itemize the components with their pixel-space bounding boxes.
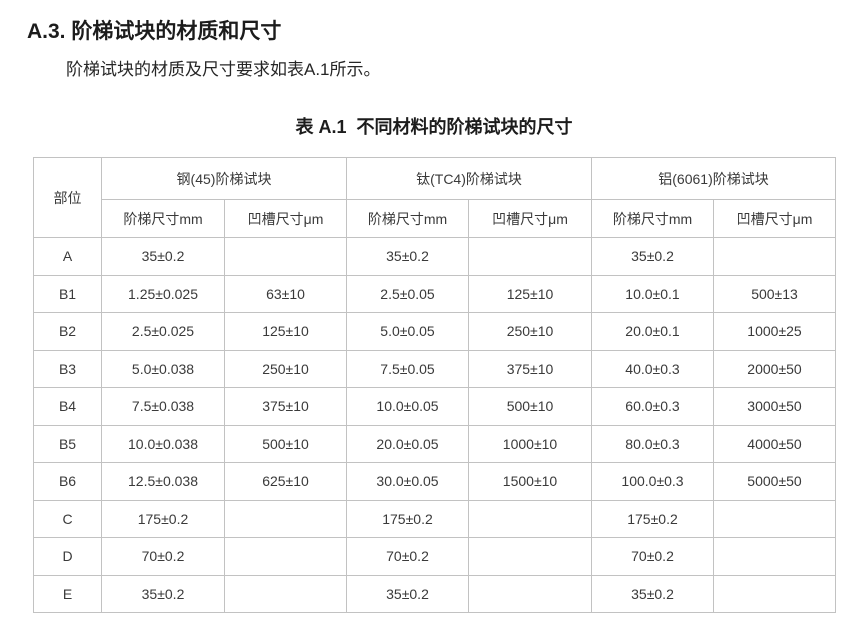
table-cell: 80.0±0.3 xyxy=(591,424,714,463)
table-cell: 35±0.2 xyxy=(591,237,714,276)
table-cell: 7.5±0.038 xyxy=(101,387,225,426)
intro-paragraph: 阶梯试块的材质及尺寸要求如表A.1所示。 xyxy=(66,60,381,79)
row-part-label: D xyxy=(33,537,102,576)
table-cell: 12.5±0.038 xyxy=(101,462,225,501)
table-cell: 4000±50 xyxy=(713,424,836,463)
table-cell: 3000±50 xyxy=(713,387,836,426)
row-part-label: B3 xyxy=(33,349,102,388)
table-cell: 63±10 xyxy=(224,274,347,313)
table-cell xyxy=(224,574,347,613)
corner-header-part: 部位 xyxy=(33,157,102,238)
table-cell xyxy=(468,499,592,538)
table-cell: 10.0±0.1 xyxy=(591,274,714,313)
table-cell: 125±10 xyxy=(224,312,347,351)
row-part-label: B5 xyxy=(33,424,102,463)
row-part-label: E xyxy=(33,574,102,613)
table-row: B4 7.5±0.038 375±10 10.0±0.05 500±10 60.… xyxy=(33,387,836,426)
table-row: B1 1.25±0.025 63±10 2.5±0.05 125±10 10.0… xyxy=(33,274,836,313)
table-cell xyxy=(468,237,592,276)
table-cell: 20.0±0.1 xyxy=(591,312,714,351)
table-cell: 10.0±0.038 xyxy=(101,424,225,463)
sub-header-groove-um: 凹槽尺寸μm xyxy=(224,199,347,238)
group-header-titanium: 钛(TC4)阶梯试块 xyxy=(346,157,592,200)
dimensions-table: 部位 钢(45)阶梯试块 钛(TC4)阶梯试块 铝(6061)阶梯试块 阶梯尺寸… xyxy=(33,157,836,613)
sub-header-step-mm: 阶梯尺寸mm xyxy=(101,199,225,238)
table-cell xyxy=(713,237,836,276)
table-cell: 625±10 xyxy=(224,462,347,501)
table-cell: 1500±10 xyxy=(468,462,592,501)
table-cell xyxy=(468,574,592,613)
table-cell: 5.0±0.038 xyxy=(101,349,225,388)
table-cell: 175±0.2 xyxy=(346,499,469,538)
sub-header-step-mm: 阶梯尺寸mm xyxy=(346,199,469,238)
table-cell: 40.0±0.3 xyxy=(591,349,714,388)
sub-header-groove-um: 凹槽尺寸μm xyxy=(468,199,592,238)
table-cell: 70±0.2 xyxy=(101,537,225,576)
header-group-row: 部位 钢(45)阶梯试块 钛(TC4)阶梯试块 铝(6061)阶梯试块 xyxy=(33,157,836,238)
row-part-label: B4 xyxy=(33,387,102,426)
table-cell: 250±10 xyxy=(224,349,347,388)
table-cell: 2.5±0.025 xyxy=(101,312,225,351)
row-part-label: B2 xyxy=(33,312,102,351)
table-header: 部位 钢(45)阶梯试块 钛(TC4)阶梯试块 铝(6061)阶梯试块 阶梯尺寸… xyxy=(33,157,836,238)
table-cell: 2.5±0.05 xyxy=(346,274,469,313)
table-row: C 175±0.2 175±0.2 175±0.2 xyxy=(33,499,836,538)
table-cell xyxy=(713,537,836,576)
table-cell: 175±0.2 xyxy=(591,499,714,538)
table-cell: 20.0±0.05 xyxy=(346,424,469,463)
table-cell: 500±10 xyxy=(224,424,347,463)
table-cell: 125±10 xyxy=(468,274,592,313)
table-cell xyxy=(224,537,347,576)
table-cell: 35±0.2 xyxy=(346,237,469,276)
table-cell: 35±0.2 xyxy=(101,574,225,613)
row-part-label: B6 xyxy=(33,462,102,501)
sub-header-step-mm: 阶梯尺寸mm xyxy=(591,199,714,238)
table-cell: 2000±50 xyxy=(713,349,836,388)
table-body: A 35±0.2 35±0.2 35±0.2 B1 1.25±0.025 63±… xyxy=(33,237,836,613)
table-cell: 375±10 xyxy=(468,349,592,388)
table-cell: 375±10 xyxy=(224,387,347,426)
sub-header-groove-um: 凹槽尺寸μm xyxy=(713,199,836,238)
table-cell: 100.0±0.3 xyxy=(591,462,714,501)
table-cell: 35±0.2 xyxy=(591,574,714,613)
table-row: E 35±0.2 35±0.2 35±0.2 xyxy=(33,574,836,613)
table-cell xyxy=(713,499,836,538)
table-caption: 表 A.1 不同材料的阶梯试块的尺寸 xyxy=(295,117,573,137)
table-cell: 1000±10 xyxy=(468,424,592,463)
table-row: B3 5.0±0.038 250±10 7.5±0.05 375±10 40.0… xyxy=(33,349,836,388)
table-cell xyxy=(224,499,347,538)
row-part-label: B1 xyxy=(33,274,102,313)
table-row: B2 2.5±0.025 125±10 5.0±0.05 250±10 20.0… xyxy=(33,312,836,351)
table-cell: 5000±50 xyxy=(713,462,836,501)
table-cell: 10.0±0.05 xyxy=(346,387,469,426)
table-cell xyxy=(468,537,592,576)
table-cell: 250±10 xyxy=(468,312,592,351)
group-header-aluminum: 铝(6061)阶梯试块 xyxy=(591,157,836,200)
table-cell: 35±0.2 xyxy=(346,574,469,613)
table-cell: 70±0.2 xyxy=(346,537,469,576)
row-part-label: C xyxy=(33,499,102,538)
header-sub-row: 阶梯尺寸mm 凹槽尺寸μm 阶梯尺寸mm 凹槽尺寸μm 阶梯尺寸mm 凹槽尺寸μ… xyxy=(34,199,836,238)
section-heading: A.3. 阶梯试块的材质和尺寸 xyxy=(27,20,282,43)
table-cell: 1.25±0.025 xyxy=(101,274,225,313)
table-row: A 35±0.2 35±0.2 35±0.2 xyxy=(33,237,836,276)
group-header-steel: 钢(45)阶梯试块 xyxy=(101,157,347,200)
row-part-label: A xyxy=(33,237,102,276)
table-cell xyxy=(224,237,347,276)
table-cell: 500±10 xyxy=(468,387,592,426)
table-cell: 7.5±0.05 xyxy=(346,349,469,388)
table-cell: 1000±25 xyxy=(713,312,836,351)
table-cell xyxy=(713,574,836,613)
table-row: B5 10.0±0.038 500±10 20.0±0.05 1000±10 8… xyxy=(33,424,836,463)
table-cell: 175±0.2 xyxy=(101,499,225,538)
table-cell: 5.0±0.05 xyxy=(346,312,469,351)
table-row: B6 12.5±0.038 625±10 30.0±0.05 1500±10 1… xyxy=(33,462,836,501)
table-row: D 70±0.2 70±0.2 70±0.2 xyxy=(33,537,836,576)
table-cell: 35±0.2 xyxy=(101,237,225,276)
table-cell: 30.0±0.05 xyxy=(346,462,469,501)
table-cell: 60.0±0.3 xyxy=(591,387,714,426)
table-cell: 500±13 xyxy=(713,274,836,313)
table-cell: 70±0.2 xyxy=(591,537,714,576)
